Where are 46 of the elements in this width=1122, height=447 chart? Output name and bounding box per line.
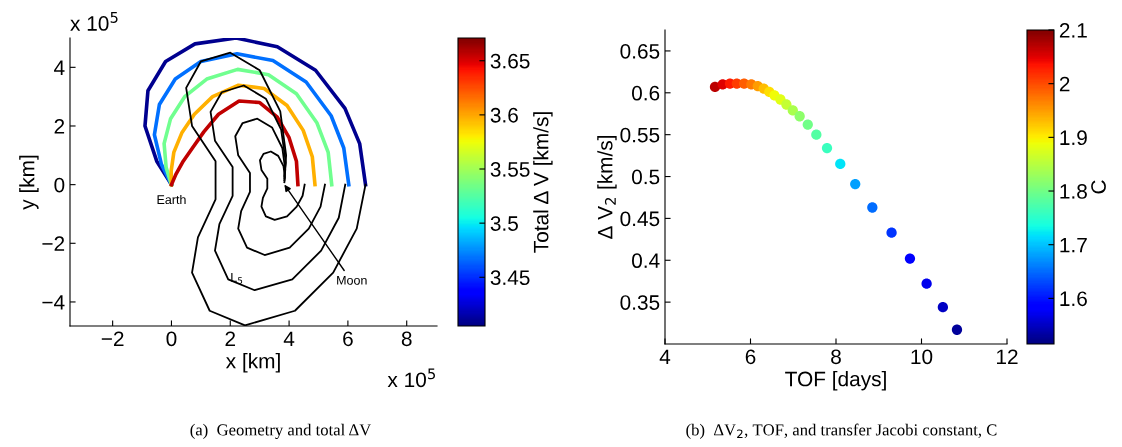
- y-axis-title: y [km]: [19, 155, 39, 210]
- y-tick-label: −2: [42, 236, 65, 251]
- color-bar-label: 2: [1059, 76, 1070, 92]
- text: (a) Geometry and total ΔV: [190, 423, 372, 439]
- color-bar-label: 3.5: [490, 216, 518, 231]
- x-tick-label: 6: [343, 331, 353, 347]
- color-bar-label: 2.1: [1059, 23, 1087, 38]
- color-bar-label: 3.65: [490, 53, 530, 69]
- color-bar-label: 3.6: [490, 107, 518, 123]
- color-bar-label: 1.7: [1060, 237, 1087, 253]
- y-tick-label: 0.4: [631, 253, 660, 269]
- y-tick-label: 0: [54, 177, 65, 193]
- x-tick-label: −2: [101, 331, 124, 346]
- x-axis-title: TOF [days]: [785, 371, 886, 391]
- x-axis-title: x [km]: [225, 353, 280, 373]
- color-bar-title: C: [1091, 180, 1106, 194]
- y-tick-label: 0.35: [620, 295, 660, 310]
- text: (b) ΔV$_{2}$, TOF, and transfer Jacobi constant, C: [686, 423, 997, 439]
- color-bar-label: 1.8: [1060, 184, 1087, 199]
- y-tick-label: 4: [54, 60, 65, 75]
- x-tick-label: 10: [911, 349, 933, 365]
- y-tick-label: 0.6: [631, 85, 660, 101]
- color-bar-label: 3.55: [490, 162, 530, 177]
- x-tick-label: 4: [283, 331, 295, 346]
- annotation: Earth: [157, 194, 186, 205]
- text: x 10$^{5}$: [70, 12, 118, 31]
- x-tick-label: 8: [831, 349, 841, 365]
- text: x 10$^{5}$: [387, 368, 435, 388]
- x-tick-label: 12: [997, 349, 1018, 364]
- y-tick-label: 2: [54, 118, 65, 134]
- annotation: Moon: [337, 276, 367, 285]
- x-tick-label: 8: [401, 331, 412, 347]
- y-tick-label: −4: [42, 295, 65, 310]
- color-bar-label: 1.6: [1060, 291, 1087, 307]
- y-tick-label: 0.65: [620, 43, 660, 59]
- y-tick-label: 0.45: [620, 211, 660, 227]
- x-tick-label: 2: [225, 331, 236, 346]
- color-bar-label: 1.9: [1060, 130, 1087, 146]
- x-tick-label: 4: [659, 349, 671, 364]
- x-tick-label: 0: [166, 331, 177, 347]
- color-bar-label: 3.45: [490, 270, 530, 286]
- x-tick-label: 6: [745, 349, 756, 365]
- y-tick-label: 0.5: [631, 169, 660, 185]
- y-axis-title: Δ V$_{2}$ [km/s]: [597, 136, 617, 239]
- y-tick-label: 0.55: [620, 127, 660, 143]
- color-bar-title: Total Δ V [km/s]: [533, 112, 553, 253]
